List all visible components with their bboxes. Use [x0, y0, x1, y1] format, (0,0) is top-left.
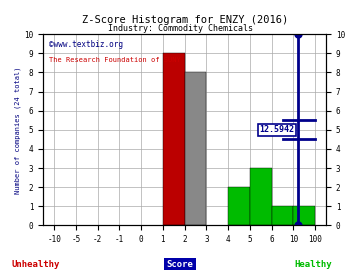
Text: ©www.textbiz.org: ©www.textbiz.org: [49, 40, 123, 49]
Bar: [185, 72, 206, 225]
Text: Unhealthy: Unhealthy: [12, 260, 60, 269]
Text: Score: Score: [167, 260, 193, 269]
Title: Z-Score Histogram for ENZY (2016): Z-Score Histogram for ENZY (2016): [81, 15, 288, 25]
Bar: [250, 168, 272, 225]
Bar: [272, 206, 293, 225]
Bar: [228, 187, 250, 225]
Text: The Research Foundation of SUNY: The Research Foundation of SUNY: [49, 57, 181, 63]
Y-axis label: Number of companies (24 total): Number of companies (24 total): [15, 66, 22, 194]
Text: Industry: Commodity Chemicals: Industry: Commodity Chemicals: [108, 24, 252, 33]
Bar: [163, 53, 185, 225]
Text: Healthy: Healthy: [294, 260, 332, 269]
Bar: [293, 206, 315, 225]
Text: 12.5942: 12.5942: [260, 125, 294, 134]
